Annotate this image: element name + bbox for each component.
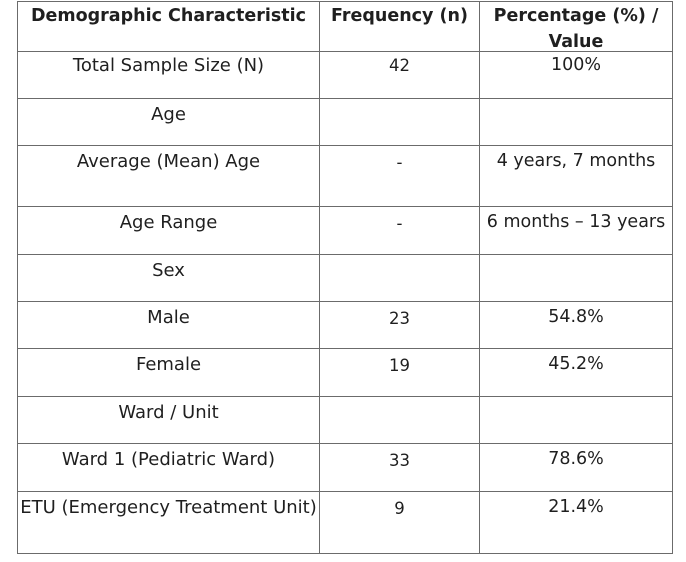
frequency-cell: - bbox=[319, 206, 480, 255]
percentage-cell: 6 months – 13 years bbox=[479, 206, 673, 255]
row-label: ETU (Emergency Treatment Unit) bbox=[17, 491, 320, 554]
row-label: Total Sample Size (N) bbox=[17, 51, 320, 99]
table-row: Male 23 54.8% bbox=[17, 301, 673, 349]
frequency-cell bbox=[319, 254, 480, 302]
row-label: Age bbox=[17, 98, 320, 146]
frequency-cell: - bbox=[319, 145, 480, 207]
frequency-cell: 9 bbox=[319, 491, 480, 554]
table-header-row: Demographic Characteristic Frequency (n)… bbox=[17, 1, 673, 52]
column-header-percentage: Percentage (%) / Value bbox=[479, 1, 673, 52]
percentage-cell: 78.6% bbox=[479, 443, 673, 492]
row-label: Ward 1 (Pediatric Ward) bbox=[17, 443, 320, 492]
percentage-cell: 45.2% bbox=[479, 348, 673, 397]
table-row: Age bbox=[17, 98, 673, 146]
row-label: Age Range bbox=[17, 206, 320, 255]
column-header-frequency: Frequency (n) bbox=[319, 1, 480, 52]
percentage-cell: 4 years, 7 months bbox=[479, 145, 673, 207]
table-row: Ward 1 (Pediatric Ward) 33 78.6% bbox=[17, 443, 673, 492]
demographics-table: Demographic Characteristic Frequency (n)… bbox=[17, 1, 673, 554]
table-row: Female 19 45.2% bbox=[17, 348, 673, 397]
percentage-cell: 100% bbox=[479, 51, 673, 99]
percentage-cell: 21.4% bbox=[479, 491, 673, 554]
row-label: Ward / Unit bbox=[17, 396, 320, 444]
column-header-characteristic: Demographic Characteristic bbox=[17, 1, 320, 52]
row-label: Male bbox=[17, 301, 320, 349]
frequency-cell bbox=[319, 396, 480, 444]
table-row: Average (Mean) Age - 4 years, 7 months bbox=[17, 145, 673, 207]
percentage-cell bbox=[479, 254, 673, 302]
row-label: Sex bbox=[17, 254, 320, 302]
table-row: Total Sample Size (N) 42 100% bbox=[17, 51, 673, 99]
table-row: Age Range - 6 months – 13 years bbox=[17, 206, 673, 255]
percentage-cell: 54.8% bbox=[479, 301, 673, 349]
frequency-cell: 23 bbox=[319, 301, 480, 349]
frequency-cell: 33 bbox=[319, 443, 480, 492]
row-label: Average (Mean) Age bbox=[17, 145, 320, 207]
frequency-cell bbox=[319, 98, 480, 146]
percentage-cell bbox=[479, 396, 673, 444]
percentage-cell bbox=[479, 98, 673, 146]
frequency-cell: 42 bbox=[319, 51, 480, 99]
table-row: ETU (Emergency Treatment Unit) 9 21.4% bbox=[17, 491, 673, 554]
table-row: Ward / Unit bbox=[17, 396, 673, 444]
frequency-cell: 19 bbox=[319, 348, 480, 397]
row-label: Female bbox=[17, 348, 320, 397]
table-row: Sex bbox=[17, 254, 673, 302]
